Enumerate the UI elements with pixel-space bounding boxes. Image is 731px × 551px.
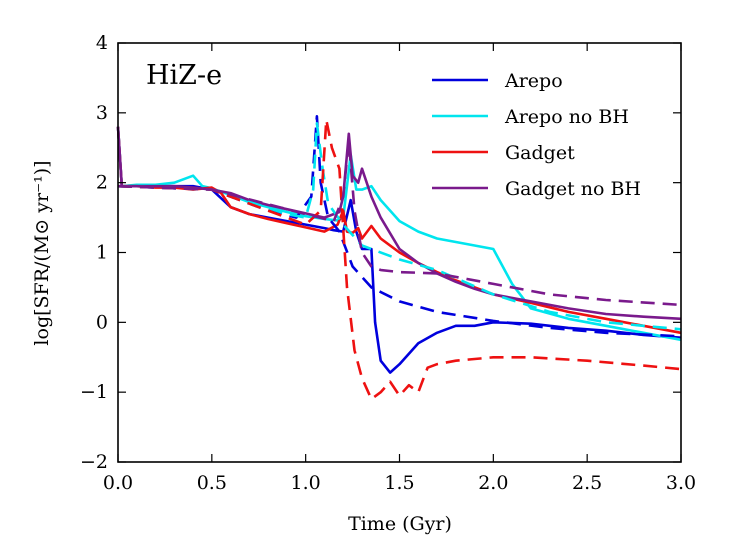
legend-label: Gadget [505, 142, 575, 164]
series-line-1 [116, 126, 682, 342]
plot-lines [116, 115, 682, 401]
series-line-4 [117, 115, 682, 338]
y-tick-label: 4 [96, 32, 108, 54]
y-tick-label: 3 [96, 102, 108, 124]
y-tick-label: 2 [96, 172, 108, 194]
y-tick-label: −1 [80, 381, 108, 403]
series-line-3 [116, 126, 682, 321]
legend: Arepo Arepo no BH Gadget Gadget no BH [432, 70, 641, 200]
y-tick-label: 1 [96, 242, 108, 264]
x-tick-label: 0.0 [103, 472, 133, 494]
x-tick-label: 2.5 [572, 472, 602, 494]
series-line-7 [117, 139, 682, 307]
x-axis-label: Time (Gyr) [348, 513, 452, 535]
y-axis-label: log[SFR/(M⊙ yr⁻¹)] [31, 160, 53, 345]
axis-ticks: 0.0 0.5 1.0 1.5 2.0 2.5 3.0 −2 −1 0 1 2 3 4 [80, 32, 696, 494]
x-tick-label: 0.5 [197, 472, 227, 494]
chart-title: HiZ-e [146, 60, 222, 91]
legend-label: Gadget no BH [505, 178, 641, 200]
series-line-6 [117, 118, 682, 401]
series-line-5 [117, 122, 682, 331]
y-tick-label: −2 [80, 451, 108, 473]
x-tick-label: 3.0 [666, 472, 696, 494]
y-tick-label: 0 [96, 311, 108, 333]
legend-label: Arepo [504, 70, 563, 92]
legend-label: Arepo no BH [504, 106, 629, 128]
x-tick-label: 1.5 [384, 472, 414, 494]
x-tick-label: 2.0 [478, 472, 508, 494]
x-tick-label: 1.0 [291, 472, 321, 494]
